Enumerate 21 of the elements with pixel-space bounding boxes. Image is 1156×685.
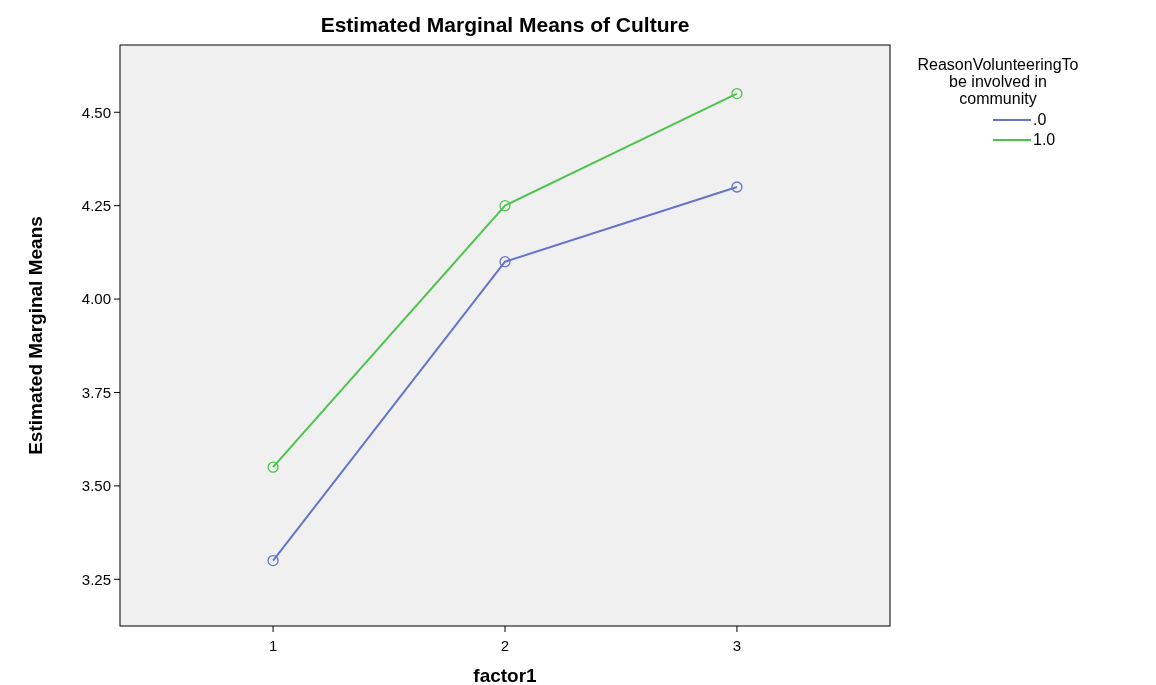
y-axis-title: Estimated Marginal Means	[25, 216, 46, 455]
y-tick-label: 4.50	[81, 103, 111, 121]
y-tick-label: 3.75	[81, 383, 111, 401]
y-tick-label: 3.50	[81, 477, 111, 495]
x-tick-label: 3	[732, 637, 742, 654]
point	[267, 461, 279, 473]
point	[499, 200, 511, 212]
y-tick-label: 3.25	[81, 570, 111, 588]
y-tick-label: 4.25	[81, 196, 111, 214]
x-axis-title: factor1	[473, 665, 538, 685]
x-tick-label: 1	[268, 637, 278, 654]
point	[499, 256, 511, 268]
y-tick-label: 4.00	[81, 290, 111, 308]
legend-title: ReasonVolunteeringTo be involved in community	[917, 56, 1079, 107]
x-tick-label: 2	[500, 637, 510, 654]
legend-label: .0	[1033, 111, 1047, 128]
legend-label: 1.0	[1033, 131, 1056, 148]
point	[731, 87, 743, 100]
point	[731, 181, 743, 193]
chart-title: Estimated Marginal Means of Culture	[320, 13, 690, 36]
point	[267, 554, 279, 567]
